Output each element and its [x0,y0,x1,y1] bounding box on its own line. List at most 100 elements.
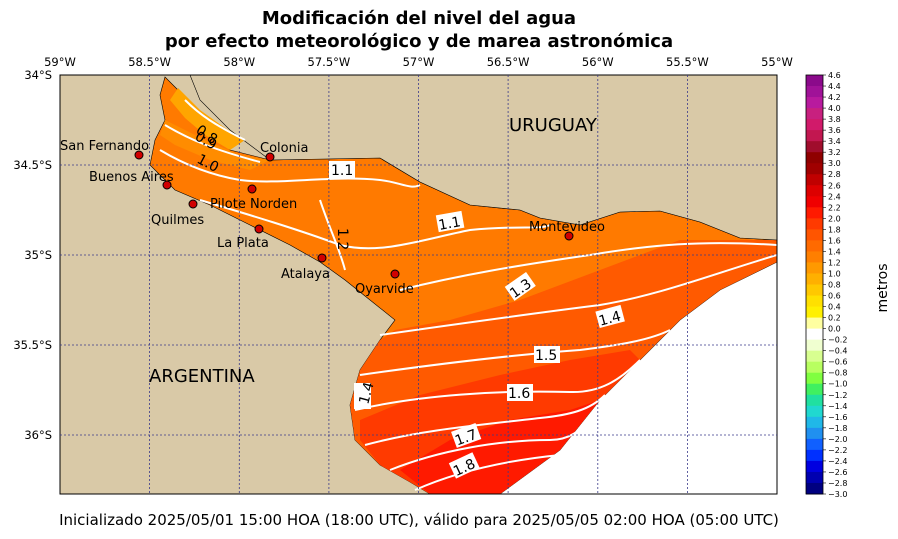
colorbar-tick-label: −2.6 [828,468,847,477]
contour-label-bg [507,384,533,401]
lat-tick: 34°S [24,68,52,82]
colorbar-cell [806,383,823,396]
station-marker[interactable] [134,150,144,160]
colorbar-tick-label: −1.2 [828,391,847,400]
colorbar-tick-label: 3.2 [828,148,841,157]
station-marker[interactable] [564,231,574,241]
contour-label-bg [354,383,371,409]
colorbar-cell [806,240,823,252]
contour-label-bg [435,210,465,233]
colorbar-tick-label: −0.6 [828,358,847,367]
colorbar-tick-label: 3.4 [828,137,841,146]
colorbar-cell [806,207,823,219]
colorbar-cell [806,438,823,451]
lat-tick: 34.5°S [13,158,52,172]
colorbar-label: metros [875,263,891,312]
colorbar: 4.6 4.4 4.2 4.0 3.8 3.6 3.4 3.2 3.0 2.8 2.6 2.4 2.2 2… [805,71,891,499]
contour-label: 1.1 [331,163,353,179]
station-label: La Plata [217,236,269,251]
colorbar-tick-label: −0.2 [828,336,847,345]
colorbar-tick-label: −2.8 [828,479,847,488]
colorbar-tick-label: −2.4 [828,457,847,466]
colorbar-cell [806,108,823,120]
colorbar-tick-label: 1.6 [828,236,841,245]
colorbar-cell [806,97,823,109]
colorbar-tick-label: 1.2 [828,258,841,267]
country-label-uruguay: URUGUAY [509,115,598,136]
map-title-line2: por efecto meteorológico y de marea astr… [164,31,674,52]
colorbar-tick-label: 3.6 [828,126,841,135]
uruguay-land [189,75,777,241]
colorbar-tick-label: 4.0 [828,104,841,113]
colorbar-tick-label: 0.0 [828,325,841,334]
station-marker[interactable] [265,152,275,162]
graticule [60,75,777,494]
colorbar-tick-label: 2.4 [828,192,841,201]
colorbar-cell [806,416,823,429]
contour-label: 1.4 [597,308,623,329]
colorbar-cell [806,306,823,319]
station-label: Oyarvide [355,282,414,297]
contour-label-bg [329,161,355,178]
colorbar-cell [806,427,823,440]
footer-validity: Inicializado 2025/05/01 15:00 HOA (18:00… [59,511,779,529]
map-title-line1: Modificación del nivel del agua [261,8,577,29]
station-label: San Fernando [60,139,149,154]
colorbar-cell [806,295,823,308]
colorbar-cell [806,130,823,142]
colorbar-cell [806,86,823,98]
band-1-8 [400,400,600,494]
longitude-labels: 59°W 58.5°W 58°W 57.5°W 57°W 56.5°W 56°W… [44,55,793,69]
lon-tick: 59°W [44,55,76,69]
station-label: Atalaya [281,267,330,282]
colorbar-cell [806,163,823,175]
contour-label: 1.5 [535,348,557,364]
station-marker[interactable] [390,269,400,279]
colorbar-cell [806,185,823,197]
ocean-no-data [500,262,777,494]
colorbar-cell [806,372,823,385]
colorbar-cell [806,482,823,495]
station-label: Montevideo [529,220,605,235]
station-marker[interactable] [188,199,198,209]
station-marker[interactable] [254,224,264,234]
colorbar-cell [806,361,823,374]
station-label: Colonia [260,141,308,156]
colorbar-tick-label: −0.8 [828,369,847,378]
colorbar-tick-label: −2.2 [828,446,847,455]
colorbar-tick-label: −1.6 [828,413,847,422]
colorbar-cell [806,75,823,87]
contour-label-bg [451,423,482,448]
station-marker[interactable] [162,180,172,190]
contour-label: 1.2 [334,228,350,250]
colorbar-tick-label: 3.8 [828,115,841,124]
colorbar-cell [806,251,823,263]
lat-tick: 36°S [24,428,52,442]
colorbar-cell [806,284,823,297]
colorbar-tick-label: −3.0 [828,490,847,499]
station-marker[interactable] [247,184,257,194]
colorbar-tick-label: 2.2 [828,203,841,212]
colorbar-cell [806,141,823,153]
lat-tick: 35.5°S [13,338,52,352]
colorbar-tick-label: −1.8 [828,424,847,433]
lon-tick: 56°W [582,55,614,69]
colorbar-cell [806,328,823,341]
colorbar-tick-label: 2.6 [828,181,841,190]
colorbar-tick-label: 0.2 [828,314,841,323]
lat-tick: 35°S [24,248,52,262]
colorbar-tick-label: 0.4 [828,303,841,312]
station-label: Pilote Norden [210,197,297,212]
contour-label: 1.1 [437,214,462,234]
colorbar-cell [806,119,823,131]
colorbar-cell [806,196,823,208]
station-marker[interactable] [317,253,327,263]
colorbar-cell [806,174,823,186]
lon-tick: 55.5°W [666,55,709,69]
lon-tick: 57°W [403,55,435,69]
colorbar-tick-label: 1.4 [828,247,841,256]
latitude-labels: 34°S 34.5°S 35°S 35.5°S 36°S [13,68,52,442]
colorbar-cell [806,317,823,330]
lon-tick: 55°W [761,55,793,69]
